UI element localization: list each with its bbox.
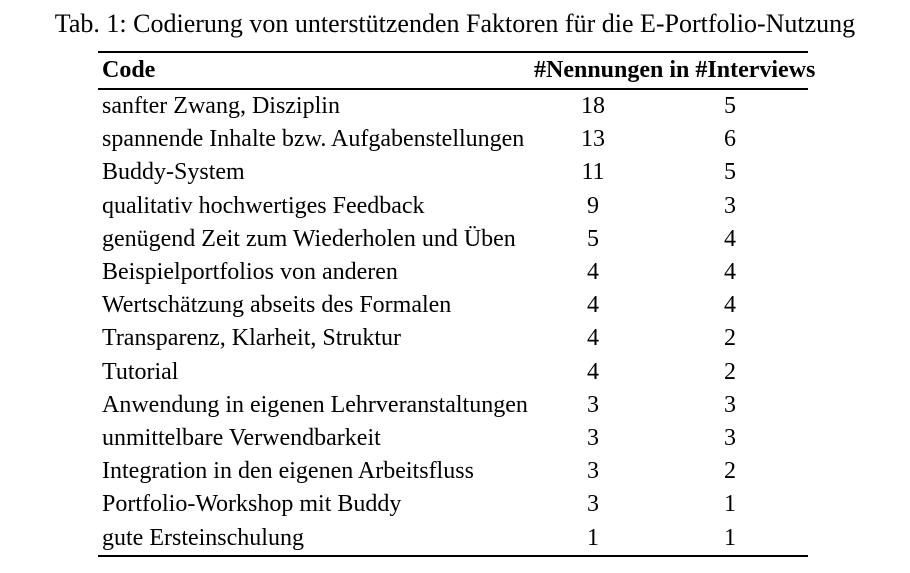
table-row: gute Ersteinschulung 1 1 [98, 521, 808, 554]
table-row: Transparenz, Klarheit, Struktur 4 2 [98, 322, 808, 355]
cell-code: unmittelbare Verwendbarkeit [102, 424, 381, 451]
cell-interviews: 3 [724, 391, 736, 418]
table-row: Portfolio-Workshop mit Buddy 3 1 [98, 488, 808, 521]
cell-nennungen: 4 [587, 292, 599, 319]
cell-code: gute Ersteinschulung [102, 524, 304, 551]
table-row: Anwendung in eigenen Lehrveranstaltungen… [98, 389, 808, 422]
cell-nennungen: 3 [587, 391, 599, 418]
cell-nennungen: 13 [581, 126, 605, 153]
table-row: Buddy-System 11 5 [98, 156, 808, 189]
coding-table: Code #Nennungen in #Interviews sanfter Z… [98, 51, 815, 557]
cell-nennungen: 11 [581, 159, 605, 186]
cell-interviews: 5 [724, 93, 736, 120]
cell-interviews: 2 [724, 358, 736, 385]
table-row: sanfter Zwang, Disziplin 18 5 [98, 90, 808, 123]
cell-interviews: 1 [724, 491, 736, 518]
cell-code: genügend Zeit zum Wiederholen und Üben [102, 225, 516, 252]
cell-interviews: 3 [724, 192, 736, 219]
cell-interviews: 2 [724, 458, 736, 485]
cell-nennungen: 5 [587, 225, 599, 252]
cell-nennungen: 1 [587, 524, 599, 551]
table-row: Beispielportfolios von anderen 4 4 [98, 256, 808, 289]
table-row: Tutorial 4 2 [98, 356, 808, 389]
cell-code: Buddy-System [102, 159, 245, 186]
cell-code: Wertschätzung abseits des Formalen [102, 292, 452, 319]
cell-nennungen: 3 [587, 458, 599, 485]
table-row: qualitativ hochwertiges Feedback 9 3 [98, 190, 808, 223]
cell-code: Portfolio-Workshop mit Buddy [102, 491, 402, 518]
table-caption: Tab. 1: Codierung von unterstützenden Fa… [54, 9, 856, 38]
cell-nennungen: 4 [587, 358, 599, 385]
cell-code: sanfter Zwang, Disziplin [102, 93, 340, 120]
cell-interviews: 2 [724, 325, 736, 352]
cell-nennungen: 3 [587, 491, 599, 518]
table-row: spannende Inhalte bzw. Aufgabenstellunge… [98, 123, 808, 156]
table-header-row: Code #Nennungen in #Interviews [98, 51, 815, 90]
column-header-counts: #Nennungen in #Interviews [534, 57, 816, 83]
cell-code: qualitativ hochwertiges Feedback [102, 192, 425, 219]
cell-code: Beispielportfolios von anderen [102, 259, 398, 286]
table-row: unmittelbare Verwendbarkeit 3 3 [98, 422, 808, 455]
cell-nennungen: 4 [587, 325, 599, 352]
cell-nennungen: 3 [587, 424, 599, 451]
cell-code: Integration in den eigenen Arbeitsfluss [102, 458, 474, 485]
cell-code: Tutorial [102, 358, 179, 385]
table-row: Wertschätzung abseits des Formalen 4 4 [98, 289, 808, 322]
cell-interviews: 5 [724, 159, 736, 186]
cell-interviews: 4 [724, 259, 736, 286]
table-row: Integration in den eigenen Arbeitsfluss … [98, 455, 808, 488]
cell-code: spannende Inhalte bzw. Aufgabenstellunge… [102, 126, 525, 153]
cell-nennungen: 9 [587, 192, 599, 219]
cell-code: Anwendung in eigenen Lehrveranstaltungen [102, 391, 528, 418]
cell-interviews: 1 [724, 524, 736, 551]
table-body: sanfter Zwang, Disziplin 18 5 spannende … [98, 90, 808, 557]
table-row: genügend Zeit zum Wiederholen und Üben 5… [98, 223, 808, 256]
cell-code: Transparenz, Klarheit, Struktur [102, 325, 402, 352]
cell-interviews: 4 [724, 225, 736, 252]
cell-nennungen: 18 [581, 93, 605, 120]
cell-interviews: 4 [724, 292, 736, 319]
cell-interviews: 6 [724, 126, 736, 153]
cell-nennungen: 4 [587, 259, 599, 286]
column-header-code: Code [102, 57, 156, 83]
cell-interviews: 3 [724, 424, 736, 451]
